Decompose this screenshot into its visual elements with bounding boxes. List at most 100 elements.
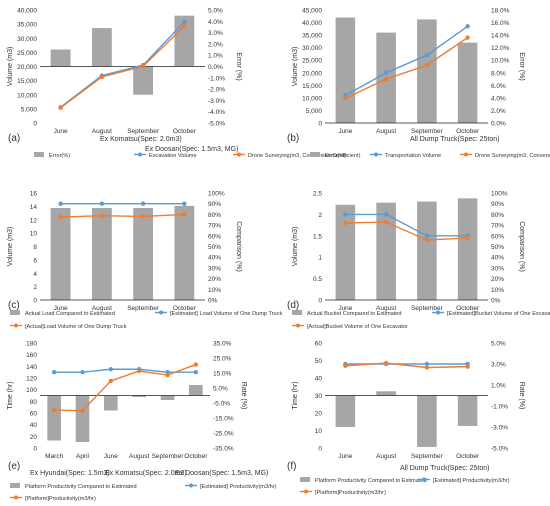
category-caption: All Dump Truck(Spec: 25ton) (400, 465, 489, 472)
x-tick-label: June (338, 128, 352, 135)
bar (104, 396, 118, 411)
legend-label: [Actual]Bucket Volume of One Excavator (307, 324, 408, 330)
y-tick-label: 120 (26, 376, 37, 383)
y-tick-label: 45,000 (302, 8, 322, 15)
bar (336, 205, 356, 300)
category-caption: Ex Doosan(Spec: 1.5m3, MG) (175, 470, 268, 477)
y2-tick-label: 16.0% (491, 20, 510, 27)
legend-label: Actual Load Compared to Estimated (25, 311, 115, 317)
y-tick-label: 40 (30, 422, 38, 429)
data-point (425, 53, 429, 57)
y2-tick-label: 0% (208, 298, 218, 305)
bar (376, 391, 396, 395)
bar (458, 198, 478, 300)
legend-swatch (300, 477, 310, 482)
bar (47, 396, 61, 441)
bar (336, 396, 356, 428)
bar (417, 202, 437, 300)
y2-tick-label: 0.0% (491, 121, 506, 128)
legend-marker (237, 153, 241, 157)
category-caption: Ex Hyundai(Spec: 1.5m3) (30, 470, 110, 477)
x-tick-label: October (456, 128, 480, 135)
data-point (109, 367, 113, 371)
y2-tick-label: 6.0% (491, 83, 506, 90)
x-tick-label: April (76, 453, 90, 460)
bar (417, 19, 437, 123)
y2-tick-label: 80% (491, 212, 504, 219)
x-tick-label: September (152, 453, 185, 460)
x-tick-label: August (376, 453, 396, 460)
panel-label: (d) (287, 300, 299, 311)
y2-tick-label: 10% (208, 287, 221, 294)
y2-tick-label: 10% (491, 287, 504, 294)
x-tick-label: March (45, 453, 63, 460)
legend-marker (14, 496, 18, 500)
legend-label: Transportation Volume (385, 153, 441, 159)
y2-axis-title: Comparison (%) (518, 221, 525, 272)
legend-label: Actual Bucket Compared to Estimated (307, 311, 402, 317)
data-point (343, 212, 347, 216)
bar (417, 396, 437, 447)
data-point (194, 362, 198, 366)
y2-tick-label: 35.0% (213, 341, 232, 348)
y-tick-label: 80 (30, 399, 38, 406)
y2-tick-label: 60% (491, 233, 504, 240)
series-line (61, 214, 185, 217)
panel-label: (b) (287, 133, 299, 144)
y-tick-label: 100 (26, 387, 37, 394)
category-caption: Ex Komatsu(Spec: 2.0m3) (100, 136, 182, 143)
y2-tick-label: 20% (208, 276, 221, 283)
x-tick-label: October (184, 453, 208, 460)
legend-marker (189, 484, 193, 488)
bar (174, 206, 194, 300)
legend-marker (138, 153, 142, 157)
bar (51, 50, 71, 67)
legend-label: [Estimated] Productivity(m3/hr) (433, 478, 510, 484)
y-axis-title: Volume (m3) (7, 227, 14, 267)
legend-swatch (10, 483, 20, 488)
y-tick-label: 10 (30, 231, 38, 238)
y2-tick-label: -1.0% (208, 75, 225, 82)
y2-tick-label: 80% (208, 212, 221, 219)
data-point (343, 221, 347, 225)
y2-tick-label: 90% (491, 201, 504, 208)
y-tick-label: 35,000 (302, 33, 322, 40)
y2-axis-title: Error (%) (518, 52, 525, 80)
y2-tick-label: -5.0% (208, 121, 225, 128)
y-tick-label: 1.5 (313, 233, 322, 240)
data-point (194, 370, 198, 374)
y-tick-label: 5,000 (306, 108, 323, 115)
y-tick-label: 30,000 (302, 45, 322, 52)
legend-marker (374, 153, 378, 157)
legend-swatch (34, 152, 44, 157)
y-tick-label: 140 (26, 364, 37, 371)
y-tick-label: 20,000 (302, 70, 322, 77)
y2-tick-label: 8.0% (491, 70, 506, 77)
data-point (343, 364, 347, 368)
x-tick-label: October (456, 453, 480, 460)
x-tick-label: August (92, 128, 112, 135)
y2-tick-label: 12.0% (491, 45, 510, 52)
legend-label: [Estimated] Productivity(m3/hr) (200, 484, 277, 490)
y2-tick-label: 20% (491, 276, 504, 283)
y2-tick-label: 50% (208, 244, 221, 251)
y-tick-label: 6 (33, 257, 37, 264)
category-caption: Ex Doosan(Spec: 1.5m3, MG) (145, 146, 238, 153)
data-point (384, 361, 388, 365)
data-point (109, 379, 113, 383)
y-tick-label: 0.5 (313, 276, 322, 283)
data-point (141, 64, 145, 68)
x-tick-label: June (338, 453, 352, 460)
data-point (425, 365, 429, 369)
y-tick-label: 0 (318, 121, 322, 128)
bar (189, 385, 203, 396)
y2-tick-label: 0% (491, 298, 501, 305)
y-tick-label: 25,000 (302, 58, 322, 65)
y-axis-title: Time (hr) (7, 381, 14, 409)
data-point (425, 238, 429, 242)
y-tick-label: 30 (315, 393, 323, 400)
y-axis-title: Volume (m3) (7, 47, 14, 87)
x-tick-label: September (127, 305, 160, 312)
y-tick-label: 180 (26, 341, 37, 348)
series-line (345, 214, 467, 235)
